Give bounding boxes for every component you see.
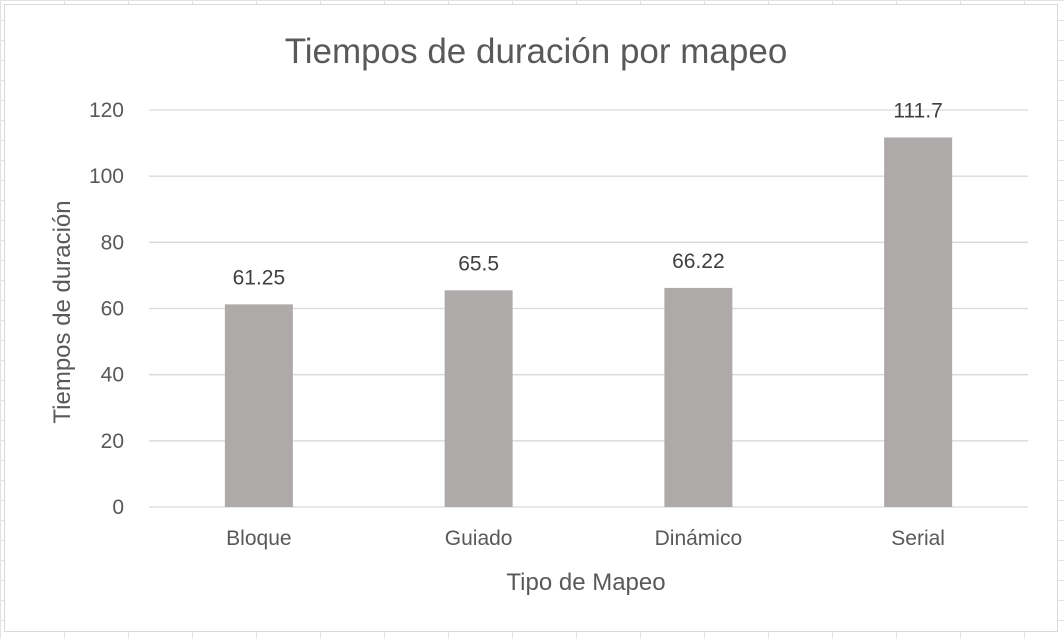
bar-dinámico xyxy=(664,287,733,507)
y-tick-label: 100 xyxy=(89,165,124,188)
data-labels: 61.25 65.5 66.22 111.7 xyxy=(233,99,943,289)
bar-serial xyxy=(884,137,953,507)
chart-area[interactable] xyxy=(4,4,1058,632)
y-tick-label: 120 xyxy=(89,99,124,122)
y-axis-ticks: 0 20 40 60 80 100 120 xyxy=(89,99,124,519)
category-label: Dinámico xyxy=(655,527,743,550)
gridlines xyxy=(149,109,1028,508)
category-label: Guiado xyxy=(445,527,513,550)
y-tick-label: 20 xyxy=(101,430,124,453)
y-tick-label: 80 xyxy=(101,231,124,254)
x-axis-categories: Bloque Guiado Dinámico Serial xyxy=(226,527,945,550)
y-tick-label: 40 xyxy=(101,364,124,387)
data-label: 61.25 xyxy=(233,266,286,289)
bar-bloque xyxy=(224,304,293,507)
data-label: 66.22 xyxy=(672,250,725,273)
data-label: 111.7 xyxy=(893,99,942,122)
y-tick-label: 60 xyxy=(101,298,124,321)
y-axis-title: Tiempos de duración xyxy=(49,200,76,423)
bars xyxy=(224,137,953,507)
category-label: Serial xyxy=(891,527,945,550)
category-label: Bloque xyxy=(226,527,291,550)
x-axis-title: Tipo de Mapeo xyxy=(506,569,665,596)
y-tick-label: 0 xyxy=(112,496,124,519)
data-label: 65.5 xyxy=(458,252,499,275)
chart-title: Tiempos de duración por mapeo xyxy=(285,32,788,71)
bar-guiado xyxy=(444,290,513,507)
